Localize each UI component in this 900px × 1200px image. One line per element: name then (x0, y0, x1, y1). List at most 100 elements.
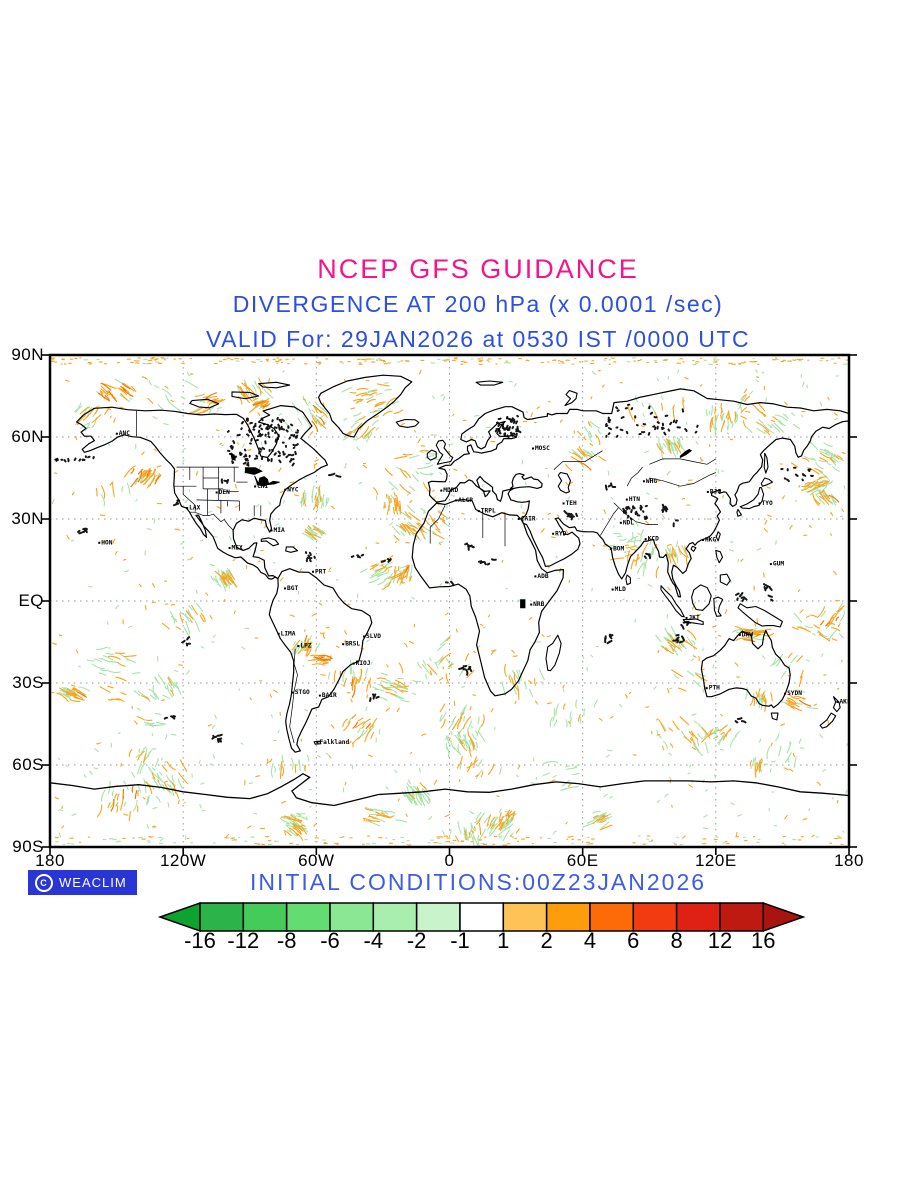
station-marker (642, 480, 645, 483)
colorbar-right-arrow (762, 901, 806, 933)
y-axis-label: 90N (11, 345, 44, 364)
x-axis-label: 180 (834, 851, 864, 870)
colorbar-level-label: -6 (320, 928, 340, 953)
station-label: STGO (295, 689, 310, 696)
station-marker (562, 502, 565, 505)
station-label: AKLT (839, 698, 854, 705)
station-label: CAIR (521, 516, 536, 523)
station-marker (254, 485, 257, 488)
station-label: NRB (533, 601, 544, 608)
station-marker (784, 692, 787, 695)
colorbar-segment (329, 902, 375, 932)
x-axis-label: 60W (298, 851, 335, 870)
station-label: BAIR (322, 692, 337, 699)
station-label: HTN (629, 496, 640, 503)
station-label: SLVD (366, 633, 381, 640)
station-marker (98, 541, 101, 544)
colorbar-segment (589, 902, 635, 932)
station-marker (625, 498, 628, 501)
station-label: TRPL (481, 508, 496, 515)
station-label: DEN (219, 489, 230, 496)
station-label: MLD (615, 586, 626, 593)
station-label: MEX (232, 544, 243, 551)
station-marker (215, 491, 218, 494)
y-axis-label: 60S (12, 755, 44, 774)
station-marker (455, 499, 458, 502)
colorbar-segment (632, 902, 678, 932)
station-marker (270, 529, 273, 532)
colorbar-segment (675, 902, 721, 932)
station-marker (758, 502, 761, 505)
colorbar-segment (372, 902, 418, 932)
colorbar-level-label: 2 (540, 928, 553, 953)
y-axis-label: 90S (12, 837, 44, 856)
station-label: ANC (119, 430, 130, 437)
colorbar-segment (199, 902, 245, 932)
station-label: KCD (648, 536, 659, 543)
colorbar-level-label: -12 (227, 928, 260, 953)
station-marker (186, 507, 189, 510)
colorbar-segment (719, 902, 765, 932)
station-label: LPZ (300, 643, 311, 650)
station-marker (284, 488, 287, 491)
x-axis-label: 60E (566, 851, 599, 870)
station-marker (352, 662, 355, 665)
station-marker (685, 616, 688, 619)
station-marker (619, 521, 622, 524)
colorbar-level-label: 6 (627, 928, 640, 953)
station-label: LAX (189, 505, 200, 512)
station-marker (284, 587, 287, 590)
station-marker (705, 687, 708, 690)
station-label: HKG (705, 537, 716, 544)
station-marker (534, 575, 537, 578)
station-marker (701, 539, 704, 542)
logo-text: WEACLIM (59, 875, 127, 890)
station-marker (644, 538, 647, 541)
station-label: JKT (689, 614, 700, 621)
station-label: BRSL (345, 641, 360, 648)
station-label: WHG (646, 478, 657, 485)
colorbar (157, 901, 806, 933)
station-marker (312, 570, 315, 573)
chart-subtitle: DIVERGENCE AT 200 hPa (x 0.0001 /sec) (232, 291, 724, 317)
station-label: DRW (742, 631, 753, 638)
station-label: BOM (613, 546, 624, 553)
colorbar-level-label: -8 (276, 928, 297, 953)
station-marker (291, 691, 294, 694)
colorbar-segment (459, 902, 505, 932)
x-axis-label: 0 (444, 851, 455, 870)
colorbar-segment (502, 902, 548, 932)
station-label: GUM (773, 561, 784, 568)
valid-time-line: VALID For: 29JAN2026 at 0530 IST /0000 U… (205, 326, 751, 352)
station-label: BGT (287, 585, 298, 592)
world-map: ANC HON LAX DEN CHI NYC MIA MEX BGT PRT LIMA LPZ BRS… (42, 353, 857, 855)
y-axis-label: 60N (11, 427, 44, 446)
station-marker (342, 643, 345, 646)
colorbar-level-label: 8 (670, 928, 683, 953)
x-axis-label: 120W (159, 851, 207, 870)
station-label: RIOJ (356, 660, 371, 667)
weaclim-logo: C WEACLIM (28, 870, 137, 895)
station-label: HON (101, 539, 112, 546)
x-axis-label: 120E (694, 851, 737, 870)
station-marker (517, 518, 520, 520)
station-marker (706, 490, 709, 493)
colorbar-level-label: -2 (406, 928, 427, 953)
colorbar-level-label: -16 (184, 928, 216, 953)
colorbar-segment (285, 902, 331, 932)
station-label: NYC (287, 486, 298, 493)
station-label: LIMA (281, 630, 296, 637)
initial-conditions-line: INITIAL CONDITIONS:00Z23JAN2026 (249, 869, 707, 895)
station-label: SYDN (787, 690, 802, 697)
colorbar-level-label: 16 (751, 928, 776, 953)
station-marker (297, 645, 300, 648)
colorbar-level-label: -1 (450, 928, 470, 953)
station-label: PRT (315, 568, 326, 575)
station-marker (738, 633, 741, 636)
station-label: MIA (274, 527, 285, 534)
y-axis-label: 30S (12, 673, 44, 692)
station-label: TYO (762, 500, 773, 507)
station-label: NDL (623, 519, 634, 526)
station-marker (477, 510, 480, 513)
station-label: Falkland (319, 739, 349, 746)
